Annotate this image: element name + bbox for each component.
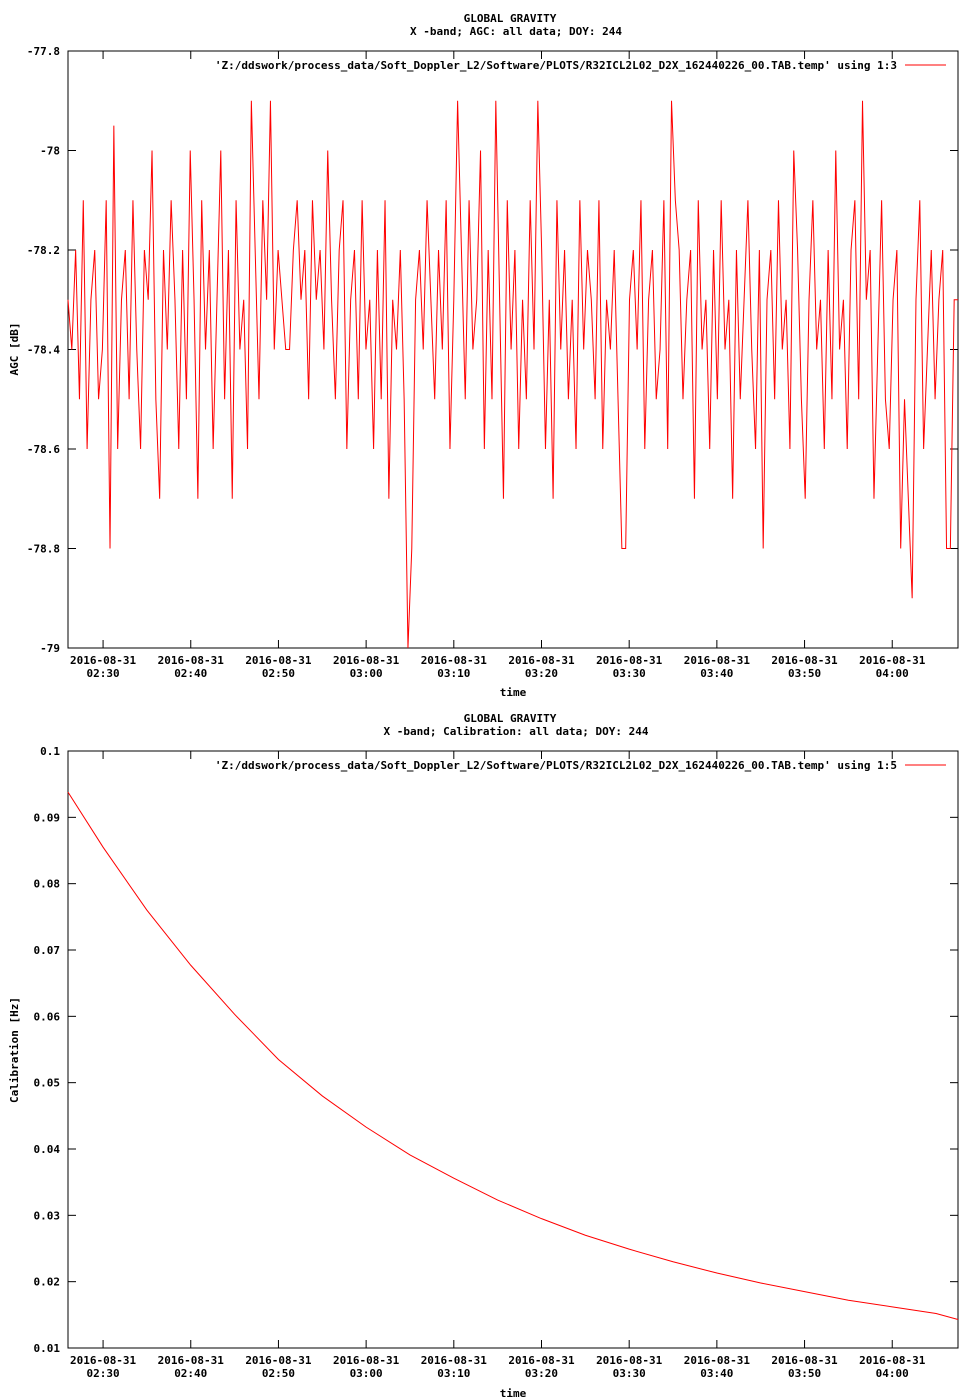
x-ticks: 2016-08-3102:302016-08-3102:402016-08-31… xyxy=(70,51,926,680)
y-tick-label: -78.2 xyxy=(27,244,60,257)
agc-chart: GLOBAL GRAVITY X -band; AGC: all data; D… xyxy=(8,12,959,699)
y-axis-label: AGC [dB] xyxy=(8,323,21,376)
x-tick-time-label: 04:00 xyxy=(876,1367,909,1380)
x-tick-time-label: 02:30 xyxy=(87,667,120,680)
x-tick-date-label: 2016-08-31 xyxy=(859,654,926,667)
x-tick-time-label: 02:50 xyxy=(262,667,295,680)
y-tick-label: 0.08 xyxy=(34,878,61,891)
chart-title: GLOBAL GRAVITY xyxy=(464,12,557,25)
y-tick-label: 0.03 xyxy=(34,1209,61,1222)
x-tick-date-label: 2016-08-31 xyxy=(508,1354,575,1367)
chart-title: GLOBAL GRAVITY xyxy=(464,712,557,725)
x-tick-date-label: 2016-08-31 xyxy=(158,654,225,667)
x-ticks: 2016-08-3102:302016-08-3102:402016-08-31… xyxy=(70,751,926,1380)
x-tick-time-label: 03:30 xyxy=(613,1367,646,1380)
y-tick-label: -78 xyxy=(40,145,60,158)
x-tick-time-label: 03:40 xyxy=(700,1367,733,1380)
x-tick-date-label: 2016-08-31 xyxy=(771,654,838,667)
x-tick-date-label: 2016-08-31 xyxy=(70,654,137,667)
x-tick-time-label: 03:20 xyxy=(525,1367,558,1380)
y-tick-label: -78.4 xyxy=(27,344,60,357)
y-tick-label: -78.6 xyxy=(27,443,60,456)
plot-frame xyxy=(67,50,959,649)
x-tick-time-label: 03:30 xyxy=(613,667,646,680)
x-tick-time-label: 04:00 xyxy=(876,667,909,680)
plot-frame xyxy=(67,750,959,1349)
x-tick-time-label: 02:40 xyxy=(174,667,207,680)
x-tick-time-label: 02:40 xyxy=(174,1367,207,1380)
x-tick-time-label: 03:20 xyxy=(525,667,558,680)
y-tick-label: 0.02 xyxy=(34,1276,61,1289)
x-axis-label: time xyxy=(500,686,527,699)
x-tick-date-label: 2016-08-31 xyxy=(333,654,400,667)
x-tick-date-label: 2016-08-31 xyxy=(421,654,488,667)
x-tick-time-label: 02:30 xyxy=(87,1367,120,1380)
y-ticks: 0.1 0.09 0.08 0.07 0.06 0.05 0.04 0.03 0.02 0.01 xyxy=(34,745,958,1355)
x-tick-time-label: 03:50 xyxy=(788,1367,821,1380)
x-tick-date-label: 2016-08-31 xyxy=(596,654,663,667)
y-tick-label: 0.1 xyxy=(40,745,60,758)
legend-label: 'Z:/ddswork/process_data/Soft_Doppler_L2… xyxy=(215,759,897,772)
y-tick-label: 0.01 xyxy=(34,1342,61,1355)
x-tick-date-label: 2016-08-31 xyxy=(859,1354,926,1367)
x-tick-date-label: 2016-08-31 xyxy=(333,1354,400,1367)
y-tick-label: 0.06 xyxy=(34,1010,61,1023)
x-tick-date-label: 2016-08-31 xyxy=(245,654,312,667)
y-axis-label: Calibration [Hz] xyxy=(8,997,21,1103)
legend: 'Z:/ddswork/process_data/Soft_Doppler_L2… xyxy=(215,59,946,72)
x-tick-time-label: 03:00 xyxy=(350,667,383,680)
y-tick-label: -79 xyxy=(40,642,60,655)
x-tick-date-label: 2016-08-31 xyxy=(421,1354,488,1367)
y-tick-label: 0.05 xyxy=(34,1077,61,1090)
x-tick-date-label: 2016-08-31 xyxy=(771,1354,838,1367)
x-tick-date-label: 2016-08-31 xyxy=(596,1354,663,1367)
agc-series-line xyxy=(67,100,958,649)
x-axis-label: time xyxy=(500,1387,527,1400)
x-tick-time-label: 03:00 xyxy=(350,1367,383,1380)
calibration-chart: GLOBAL GRAVITY X -band; Calibration: all… xyxy=(8,712,959,1400)
y-tick-label: -78.8 xyxy=(27,543,60,556)
calibration-series-line xyxy=(67,791,959,1320)
x-tick-date-label: 2016-08-31 xyxy=(684,654,751,667)
y-tick-label: 0.04 xyxy=(34,1143,61,1156)
x-tick-time-label: 03:10 xyxy=(437,667,470,680)
legend-label: 'Z:/ddswork/process_data/Soft_Doppler_L2… xyxy=(215,59,897,72)
x-tick-time-label: 03:40 xyxy=(700,667,733,680)
chart-subtitle: X -band; Calibration: all data; DOY: 244 xyxy=(384,725,649,738)
x-tick-date-label: 2016-08-31 xyxy=(508,654,575,667)
x-tick-date-label: 2016-08-31 xyxy=(158,1354,225,1367)
x-tick-time-label: 02:50 xyxy=(262,1367,295,1380)
y-tick-label: 0.09 xyxy=(34,811,61,824)
x-tick-date-label: 2016-08-31 xyxy=(684,1354,751,1367)
chart-subtitle: X -band; AGC: all data; DOY: 244 xyxy=(410,25,622,38)
legend: 'Z:/ddswork/process_data/Soft_Doppler_L2… xyxy=(215,759,946,772)
y-tick-label: 0.07 xyxy=(34,944,61,957)
x-tick-date-label: 2016-08-31 xyxy=(70,1354,137,1367)
x-tick-date-label: 2016-08-31 xyxy=(245,1354,312,1367)
x-tick-time-label: 03:10 xyxy=(437,1367,470,1380)
x-tick-time-label: 03:50 xyxy=(788,667,821,680)
y-tick-label: -77.8 xyxy=(27,45,60,58)
